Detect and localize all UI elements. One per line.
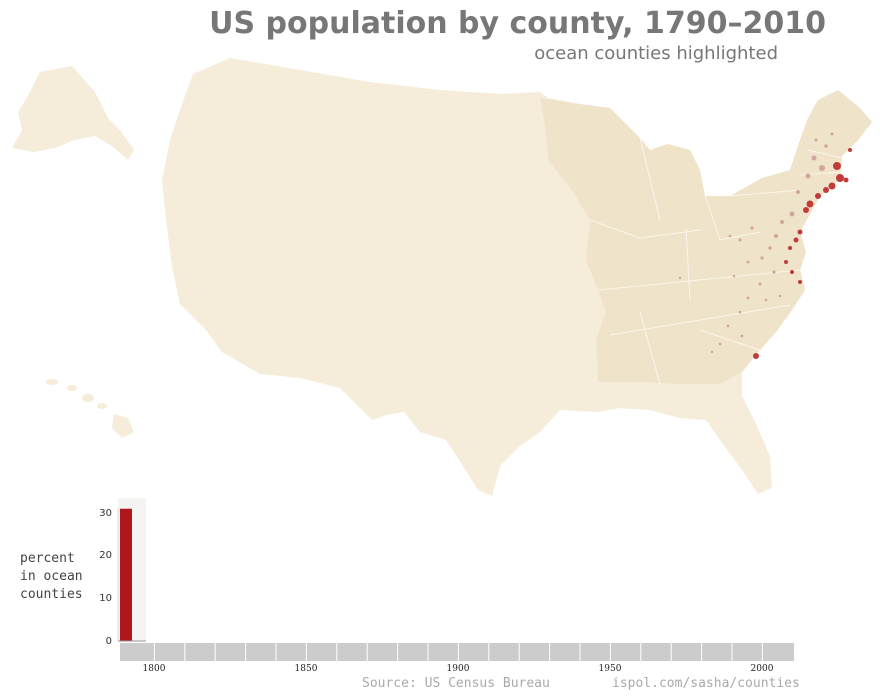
ylabel-line: in ocean [20,569,83,584]
ocean-county-dot [784,260,788,264]
y-tick-label: 0 [106,636,112,647]
ocean-county-dot [803,207,809,213]
inland-county-dot [764,298,768,302]
inland-county-dot [678,276,682,280]
inland-county-dot [772,270,776,274]
county-dots [678,132,852,359]
inland-county-dot [710,350,714,354]
inland-county-dot [811,155,817,161]
timeline-bar[interactable] [120,643,794,661]
bar-ocean-percent [120,508,132,641]
inland-county-dot [746,296,750,300]
inland-county-dot [805,173,811,179]
ocean-county-dot [815,193,821,199]
inland-county-dot [758,282,762,286]
page-title: US population by county, 1790–2010 [209,6,826,41]
inland-county-dot [718,342,722,346]
y-tick-label: 10 [99,593,112,604]
x-tick-label: 1850 [295,664,318,674]
ocean-county-dot [848,148,852,152]
us-map [12,58,872,496]
ocean-county-dot [793,237,799,243]
ocean-county-dot [798,280,802,284]
ocean-county-dot [797,229,803,235]
ocean-percent-chart: 30 20 10 0 1800 1850 1900 1950 2000 [99,498,794,674]
ocean-county-dot [788,246,792,250]
inland-county-dot [778,294,782,298]
x-tick-label: 1800 [143,664,166,674]
hawaii-shape [46,379,134,438]
inland-county-dot [824,144,828,148]
inland-county-dot [796,190,800,194]
y-tick-label: 20 [99,550,112,561]
settled-states-shape [540,90,872,384]
inland-county-dot [738,238,742,242]
x-tick-label: 1950 [599,664,622,674]
site-link[interactable]: ispol.com/sasha/counties [612,676,800,691]
ylabel-line: percent [20,551,75,566]
ocean-county-dot [753,353,759,359]
inland-county-dot [789,211,795,217]
inland-county-dot [780,220,784,224]
x-tick-label: 2000 [751,664,774,674]
ocean-county-dot [836,174,844,182]
inland-county-dot [830,132,834,136]
inland-county-dot [814,138,818,142]
inland-county-dot [740,334,744,338]
ocean-county-dot [833,162,841,170]
ocean-county-dot [843,177,849,183]
ocean-county-dot [828,182,836,190]
source-credit: Source: US Census Bureau [362,676,550,691]
inland-county-dot [768,246,772,250]
inland-county-dot [774,234,778,238]
alaska-shape [12,66,134,160]
page-subtitle: ocean counties highlighted [534,43,778,64]
inland-county-dot [750,226,754,230]
inland-county-dot [728,234,732,238]
y-tick-label: 30 [99,508,112,519]
ocean-county-dot [823,187,829,193]
inland-county-dot [746,260,750,264]
x-tick-label: 1900 [447,664,470,674]
ocean-county-dot [790,270,794,274]
state-borders [589,137,843,385]
inland-county-dot [726,324,730,328]
ylabel-line: counties [20,587,83,602]
inland-county-dot [819,165,825,171]
inland-county-dot [732,274,736,278]
inland-county-dot [738,310,742,314]
inland-county-dot [760,256,764,260]
chart-ylabel: percent in ocean counties [20,550,83,604]
ocean-county-dot [806,200,814,208]
